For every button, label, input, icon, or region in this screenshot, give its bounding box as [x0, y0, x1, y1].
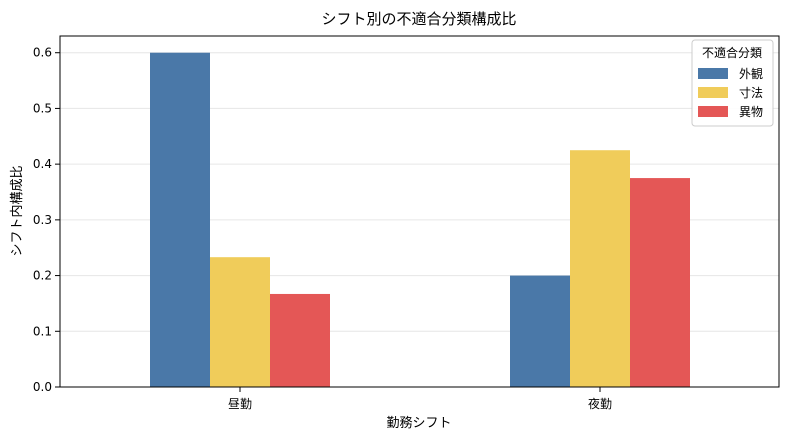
bars-group [150, 52, 690, 387]
x-axis: 昼勤 夜勤 [228, 387, 612, 411]
y-tick-label: 0.4 [33, 157, 52, 171]
legend-label-寸法: 寸法 [739, 86, 763, 100]
bar-異物-夜勤 [630, 178, 690, 387]
bar-外観-夜勤 [510, 275, 570, 387]
legend-label-異物: 異物 [739, 105, 763, 119]
legend-label-外観: 外観 [739, 67, 763, 81]
legend-title: 不適合分類 [702, 45, 762, 60]
legend-box [691, 39, 774, 127]
x-tick-label: 昼勤 [228, 397, 252, 411]
legend-swatch-外観 [698, 68, 728, 79]
x-axis-label: 勤務シフト [386, 416, 451, 431]
x-tick-label: 夜勤 [588, 396, 612, 411]
legend-swatch-寸法 [698, 87, 728, 98]
y-axis-label: シフト内構成比 [9, 165, 25, 256]
bar-異物-昼勤 [270, 293, 330, 387]
y-tick-label: 0.6 [33, 46, 52, 60]
plot-frame [59, 35, 780, 388]
y-tick-label: 0.0 [33, 380, 52, 394]
y-tick-label: 0.1 [33, 324, 52, 338]
bar-寸法-夜勤 [570, 150, 630, 387]
chart-title: シフト別の不適合分類構成比 [321, 10, 516, 28]
y-tick-label: 0.5 [33, 101, 52, 115]
legend-swatch-異物 [698, 106, 728, 117]
bar-寸法-昼勤 [210, 257, 270, 387]
y-tick-label: 0.3 [33, 213, 52, 227]
bar-外観-昼勤 [150, 52, 210, 387]
y-tick-label: 0.2 [33, 269, 52, 283]
y-axis: 0.0 0.1 0.2 0.3 0.4 0.5 0.6 [33, 46, 60, 394]
